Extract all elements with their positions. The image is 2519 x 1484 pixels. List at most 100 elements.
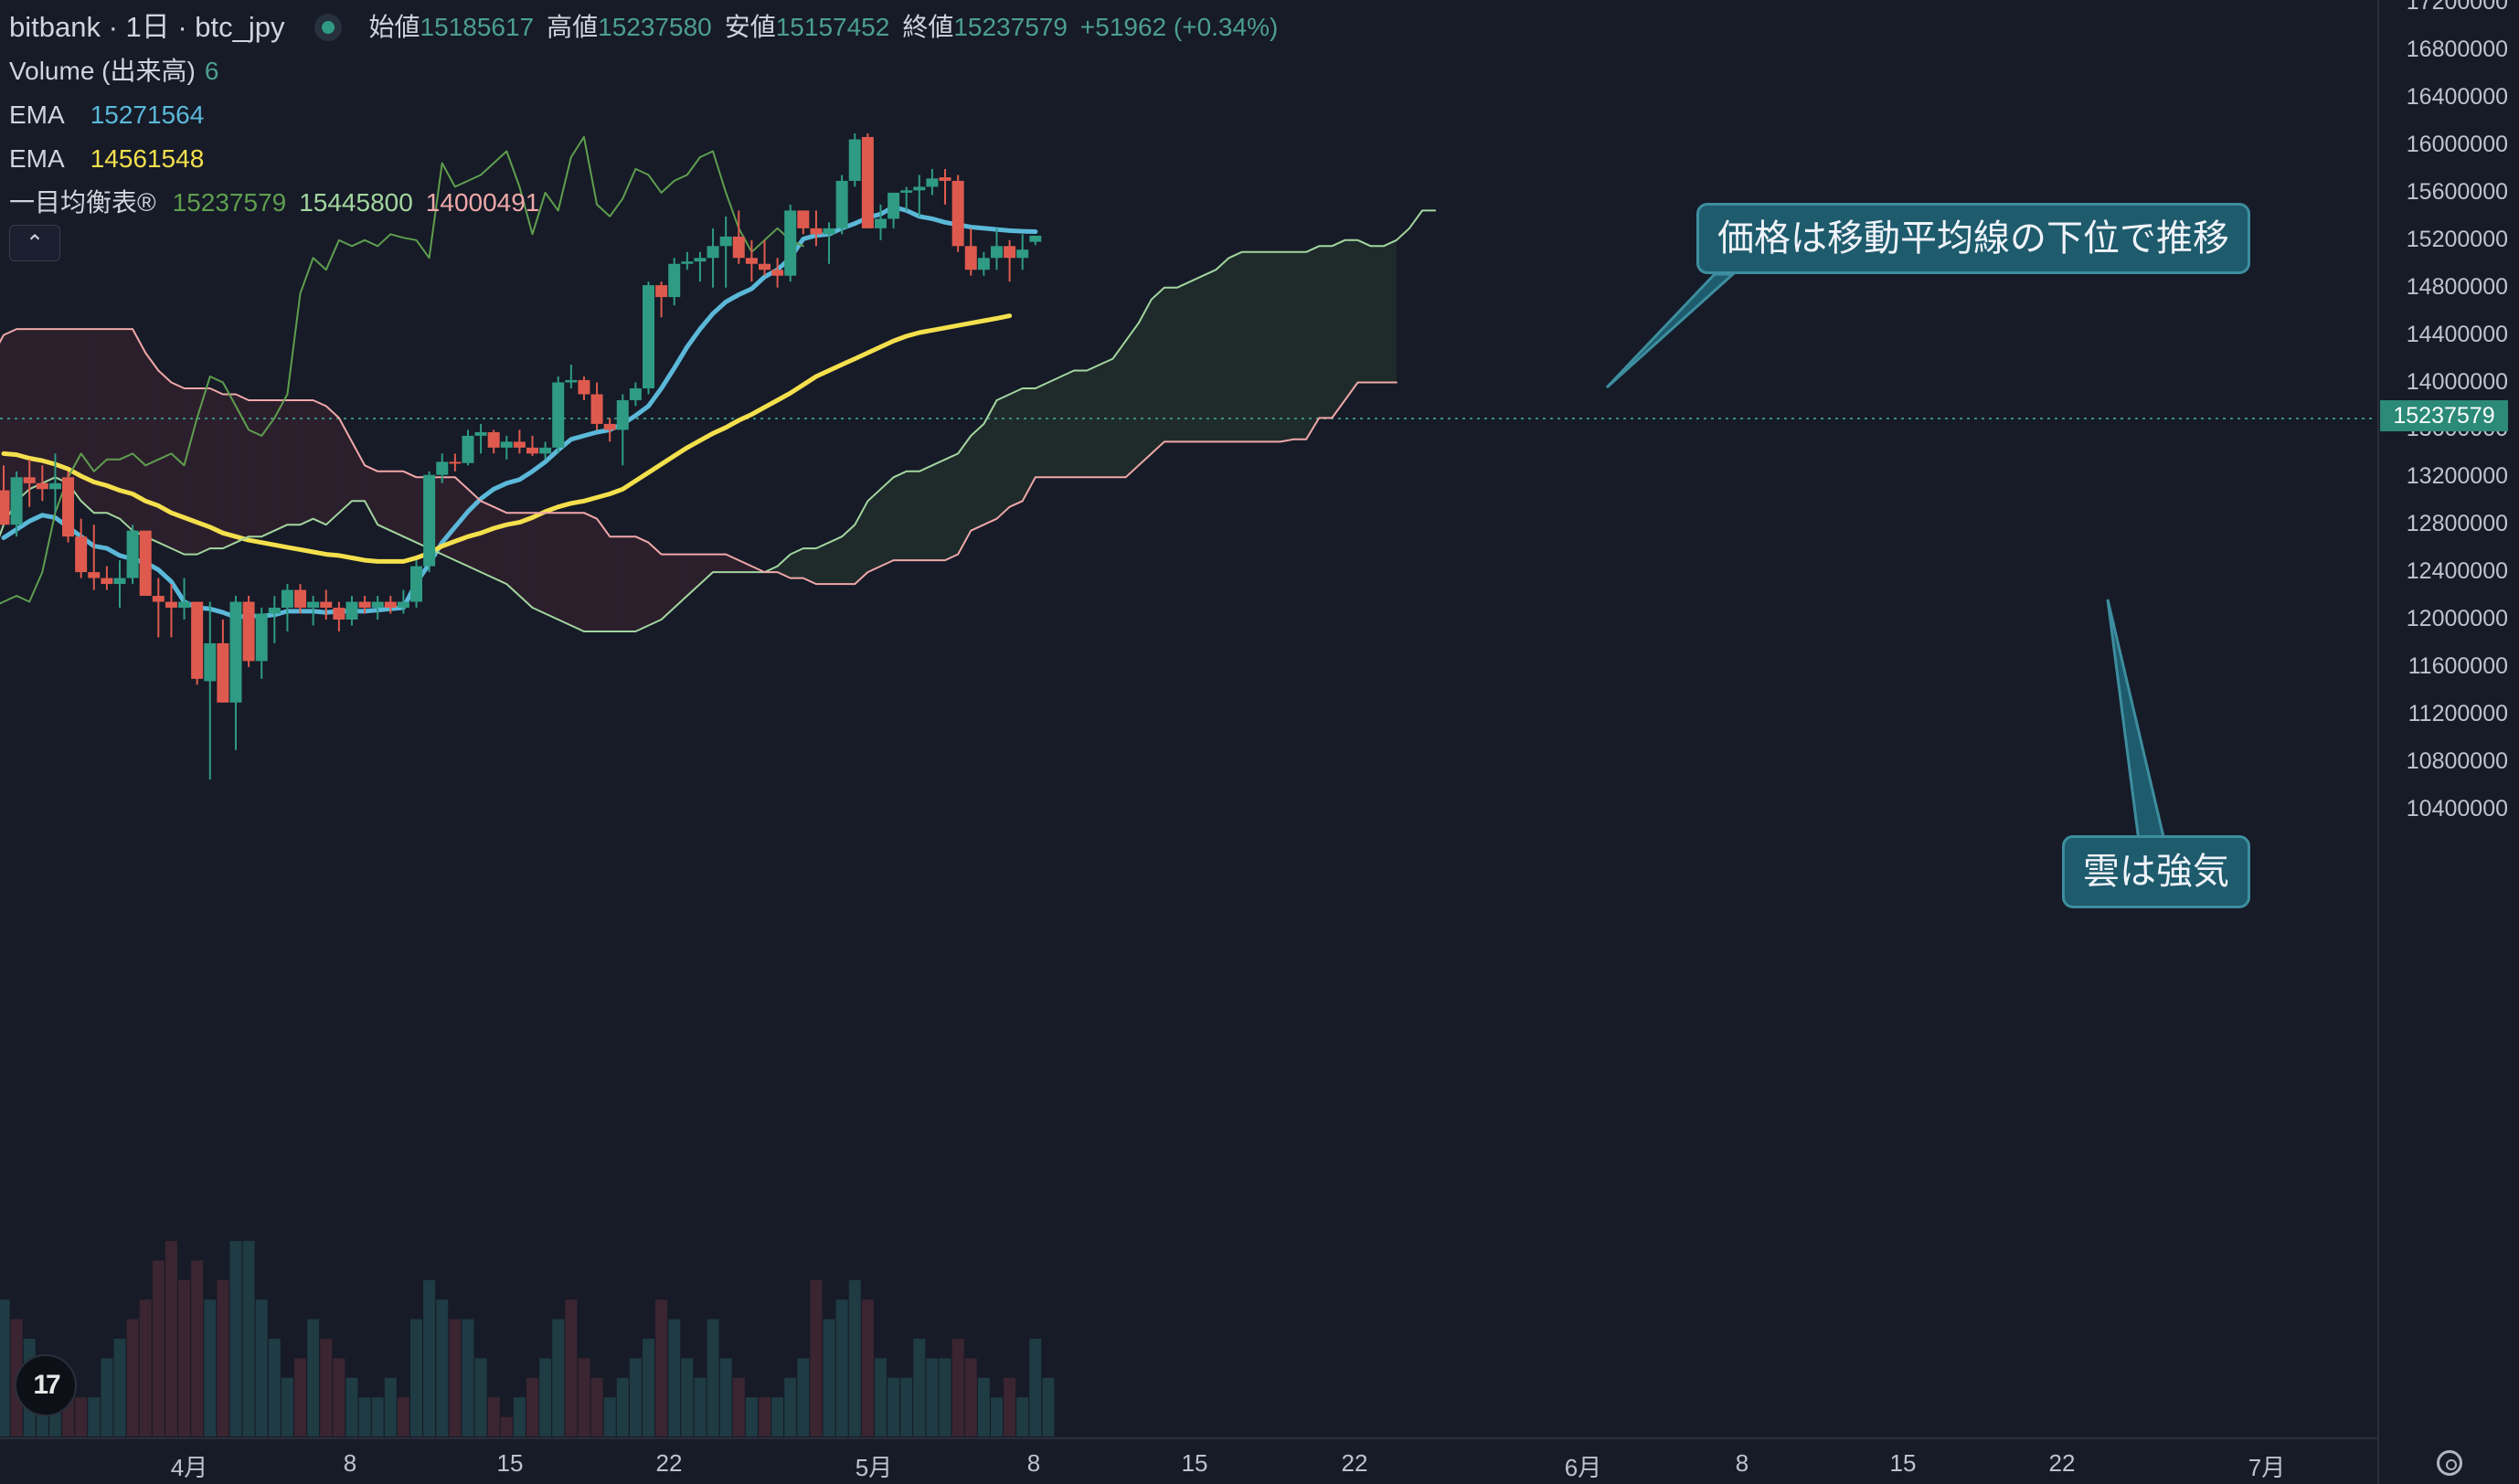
volume-bar [474, 1358, 487, 1436]
kumo-segment [249, 399, 262, 537]
volume-bar [229, 1241, 242, 1436]
candle-body [126, 530, 139, 578]
candle-body [229, 601, 242, 703]
kumo-segment [222, 394, 236, 549]
volume-bar [1029, 1339, 1042, 1436]
candle-body [152, 596, 165, 602]
volume-bar [397, 1397, 409, 1436]
candle-body [616, 399, 629, 430]
volume-bar [255, 1299, 268, 1436]
ichimoku-value-1: 15237579 [172, 188, 287, 217]
callout-bullish-cloud[interactable]: 雲は強気 [2062, 835, 2250, 908]
kumo-segment [583, 513, 598, 631]
kumo-segment [739, 560, 752, 573]
symbol-row: bitbank · 1日 · btc_jpy 始値 15185617 高値 1523… [9, 5, 1278, 49]
candle-body [590, 394, 603, 424]
volume-bar [784, 1377, 797, 1436]
ema-fast-legend[interactable]: EMA 15271564 [9, 93, 1278, 137]
price-tick-label: 12800000 [2406, 511, 2508, 537]
candle-body [268, 608, 281, 614]
kumo-segment [481, 501, 494, 578]
candle-body [539, 447, 552, 454]
volume-bar [1042, 1377, 1055, 1436]
price-tick-label: 14800000 [2406, 273, 2508, 300]
volume-bar [294, 1358, 307, 1436]
kumo-segment [42, 329, 56, 483]
candle-body [874, 218, 887, 228]
candle-body [191, 601, 204, 679]
candle-body [62, 477, 75, 537]
price-tick-label: 10400000 [2406, 795, 2508, 822]
ichimoku-cloud [0, 239, 1397, 631]
volume-bar [681, 1358, 694, 1436]
volume-bar [526, 1377, 539, 1436]
kumo-segment [29, 329, 43, 490]
candle-body [732, 236, 745, 259]
candle-body [771, 270, 784, 276]
kumo-segment [996, 394, 1010, 519]
candle-body [487, 431, 500, 448]
ema-slow-legend[interactable]: EMA 14561548 [9, 137, 1278, 181]
kumo-segment [1061, 370, 1075, 478]
gear-icon[interactable] [2437, 1450, 2462, 1476]
change-value: +51962 (+0.34%) [1079, 13, 1279, 41]
symbol-title[interactable]: bitbank · 1日 · btc_jpy [9, 11, 285, 43]
volume-bar [307, 1319, 320, 1436]
kumo-segment [1357, 239, 1371, 383]
kumo-segment [1112, 341, 1126, 478]
candle-body [694, 258, 707, 262]
time-tick-label: 7月 [2248, 1454, 2286, 1481]
volume-bar [668, 1319, 681, 1436]
kumo-segment [1228, 251, 1242, 442]
candle-body [23, 477, 36, 483]
candle-body [578, 379, 590, 395]
kumo-segment [494, 506, 507, 585]
candle-body [964, 246, 977, 270]
volume-bar [178, 1279, 191, 1436]
candle-body [178, 601, 191, 609]
kumo-segment [351, 441, 366, 502]
volume-bar [371, 1397, 384, 1436]
kumo-segment [1345, 239, 1358, 400]
ema-line [1, 313, 1013, 564]
volume-bar [449, 1319, 462, 1436]
candle-body [242, 601, 255, 662]
candle-body [113, 578, 126, 585]
candle-body [333, 608, 345, 620]
volume-bar [345, 1377, 358, 1436]
volume-bar [874, 1358, 887, 1436]
volume-bar [423, 1279, 436, 1436]
candle-body [474, 431, 487, 436]
volume-bar [539, 1358, 552, 1436]
ema-slow-value: 14561548 [90, 144, 205, 173]
candle-body [139, 530, 152, 597]
kumo-segment [171, 382, 185, 555]
kumo-segment [790, 548, 803, 578]
tradingview-logo-icon[interactable]: 17 [15, 1354, 77, 1416]
kumo-segment [1164, 287, 1178, 442]
volume-bar [88, 1397, 101, 1436]
volume-bar [939, 1358, 951, 1436]
volume-bar [590, 1377, 603, 1436]
kumo-segment [506, 513, 520, 597]
candle-body [552, 382, 565, 448]
candle-body [1016, 249, 1029, 259]
ichimoku-legend[interactable]: 一目均衡表® 15237579 15445800 14000491 [9, 181, 1278, 225]
callout-price-below-ma[interactable]: 価格は移動平均線の下位で推移 [1696, 203, 2250, 274]
kumo-segment [971, 423, 984, 531]
time-tick-label: 6月 [1564, 1454, 1602, 1481]
volume-legend[interactable]: Volume (出来高) 6 [9, 49, 1278, 93]
volume-bar [745, 1397, 758, 1436]
candle-body [643, 285, 654, 388]
volume-bar [152, 1260, 165, 1436]
candle-body [500, 441, 513, 448]
volume-bar [75, 1397, 88, 1436]
candle-body [358, 601, 371, 609]
kumo-segment [713, 554, 727, 573]
collapse-legend-button[interactable]: ⌃ [9, 225, 60, 261]
candle-body [861, 136, 874, 228]
candle-body [75, 536, 88, 573]
kumo-segment [945, 453, 959, 561]
kumo-segment [699, 554, 714, 585]
